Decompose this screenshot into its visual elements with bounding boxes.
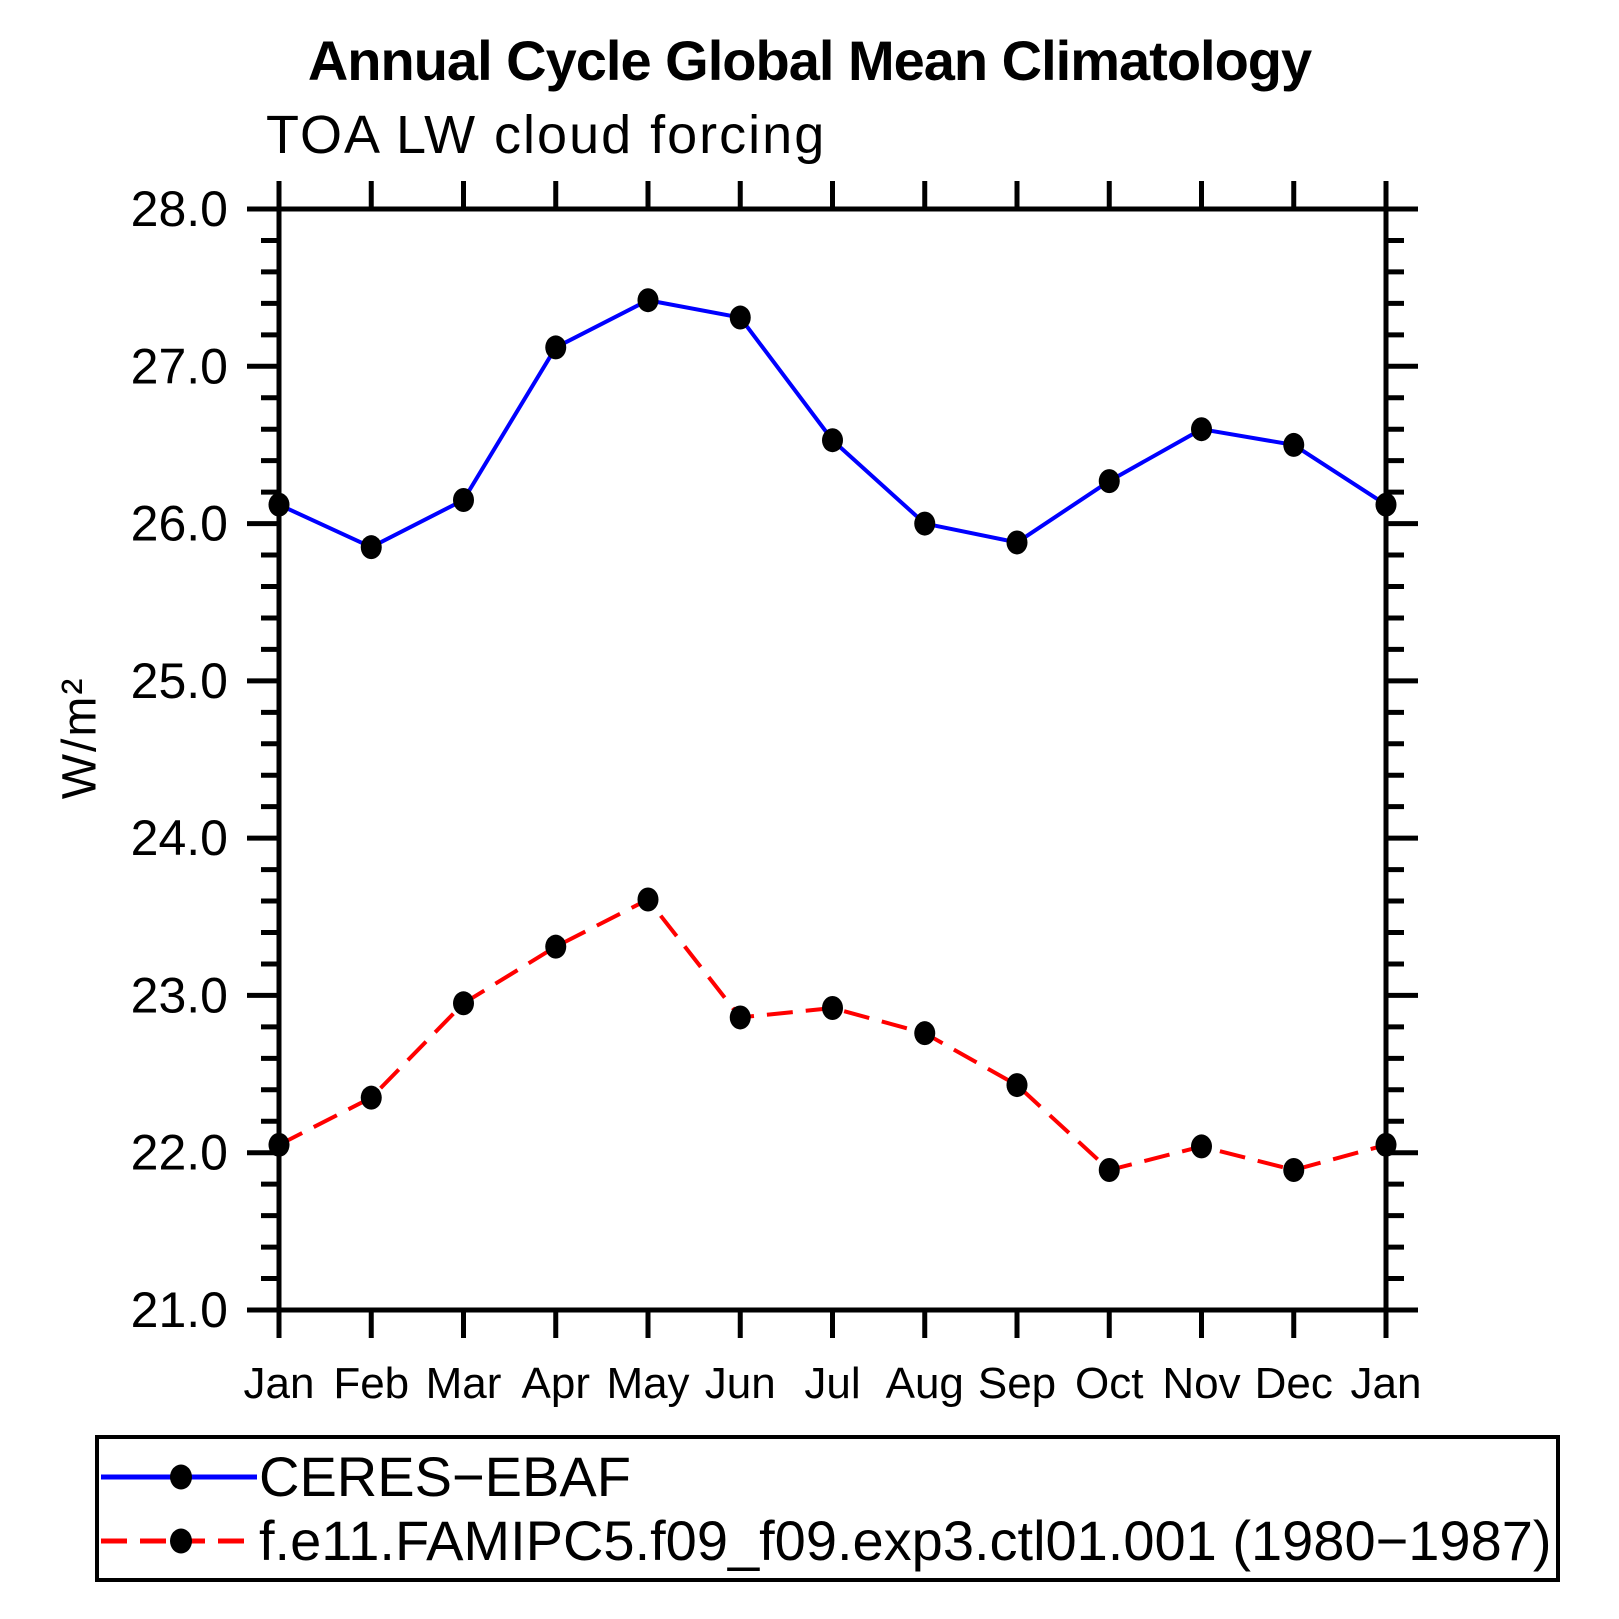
- data-point-marker: [914, 1021, 936, 1046]
- x-axis-tick-label: Feb: [333, 1359, 409, 1408]
- x-axis-tick-label: May: [606, 1359, 689, 1408]
- data-point-marker: [268, 1132, 290, 1157]
- x-axis-tick-label: Nov: [1162, 1359, 1240, 1408]
- chart-title: Annual Cycle Global Mean Climatology: [307, 29, 1312, 92]
- data-point-marker: [1191, 1134, 1212, 1159]
- x-axis-tick-label: Jan: [1351, 1359, 1422, 1408]
- series-line: [278, 298, 1388, 550]
- data-point-marker: [1098, 469, 1120, 494]
- data-point-marker: [1006, 1073, 1028, 1098]
- data-point-marker: [822, 428, 843, 453]
- y-axis-tick-label: 23.0: [131, 967, 228, 1023]
- data-point-marker: [360, 1085, 382, 1110]
- legend-label: f.e11.FAMIPC5.f09_f09.exp3.ctl01.001 (19…: [259, 1509, 1552, 1572]
- data-point-marker: [1375, 1132, 1397, 1157]
- data-point-marker: [360, 535, 382, 560]
- data-point-marker: [729, 305, 751, 330]
- plot-frame: [276, 206, 1389, 1313]
- data-point-marker: [637, 288, 659, 313]
- data-point-marker: [268, 492, 290, 517]
- y-axis-tick-label: 21.0: [131, 1282, 228, 1338]
- data-point-marker: [545, 934, 567, 959]
- legend-item: f.e11.FAMIPC5.f09_f09.exp3.ctl01.001 (19…: [99, 1511, 1552, 1571]
- x-axis-tick-label: Jun: [705, 1359, 776, 1408]
- x-axis-tick-label: Jul: [804, 1359, 860, 1408]
- data-point-marker: [637, 887, 659, 912]
- x-axis-tick-label: Dec: [1255, 1359, 1333, 1408]
- data-point-marker: [729, 1005, 751, 1030]
- data-point-marker: [545, 335, 567, 360]
- legend-box: CERES−EBAF f.e11.FAMIPC5.f09_f09.exp3.ct…: [95, 1435, 1560, 1582]
- y-axis-tick-label: 24.0: [131, 810, 228, 866]
- y-axis-tick-label: 26.0: [131, 496, 228, 552]
- legend-swatch-solid-line: [101, 1464, 257, 1490]
- data-point-marker: [1283, 432, 1305, 457]
- legend-marker-dot: [170, 1464, 192, 1490]
- x-axis-tick-label: Apr: [522, 1359, 590, 1408]
- x-axis-tick-label: Oct: [1075, 1359, 1143, 1408]
- x-axis-tick-label: Mar: [426, 1359, 502, 1408]
- data-point-marker: [1283, 1158, 1305, 1183]
- series-line: [278, 896, 1387, 1173]
- data-point-marker: [453, 487, 474, 512]
- data-point-marker: [914, 511, 936, 536]
- legend-marker-dot: [170, 1528, 192, 1554]
- chart-subtitle: TOA LW cloud forcing: [266, 105, 827, 165]
- data-point-marker: [822, 996, 843, 1021]
- y-axis-tick-label: 22.0: [131, 1125, 228, 1181]
- y-axis-tick-label: 25.0: [131, 653, 228, 709]
- x-axis-tick-label: Jan: [244, 1359, 315, 1408]
- data-point-marker: [453, 991, 474, 1016]
- data-point-marker: [1006, 530, 1028, 555]
- data-point-marker: [1191, 417, 1212, 442]
- y-axis-tick-label: 27.0: [131, 338, 228, 394]
- legend-label: CERES−EBAF: [259, 1445, 631, 1508]
- data-point-marker: [1375, 492, 1397, 517]
- data-point-marker: [1098, 1158, 1120, 1183]
- legend-item: CERES−EBAF: [99, 1447, 631, 1507]
- y-axis-tick-label: 28.0: [131, 181, 228, 237]
- x-axis-tick-label: Aug: [886, 1359, 964, 1408]
- legend-swatch-dashed-line: [101, 1528, 257, 1554]
- x-axis-tick-label: Sep: [978, 1359, 1056, 1408]
